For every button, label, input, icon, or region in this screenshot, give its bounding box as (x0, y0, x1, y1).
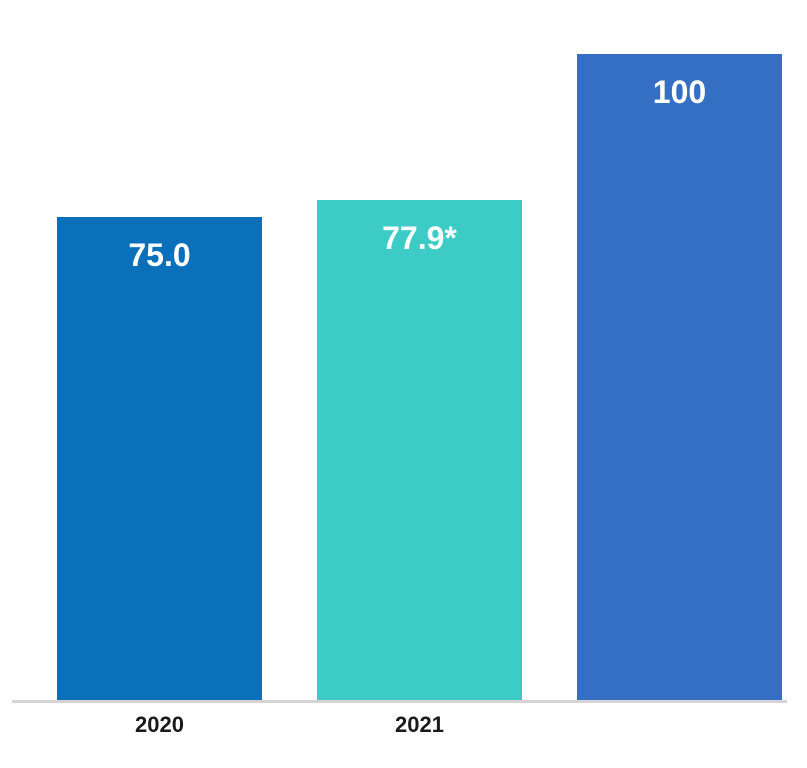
x-axis-label-1: 2021 (317, 712, 522, 738)
bar-0: 75.0 (57, 217, 262, 700)
bar-2: 100 (577, 54, 782, 700)
bar-chart: 75.0 77.9* 100 (42, 20, 787, 700)
x-axis-label-0: 2020 (57, 712, 262, 738)
bar-1-value: 77.9* (317, 220, 522, 257)
bar-0-value: 75.0 (57, 237, 262, 274)
plot-area: 75.0 77.9* 100 (42, 20, 787, 700)
bar-2-value: 100 (577, 74, 782, 111)
x-axis-baseline (12, 700, 787, 703)
bar-1: 77.9* (317, 200, 522, 700)
